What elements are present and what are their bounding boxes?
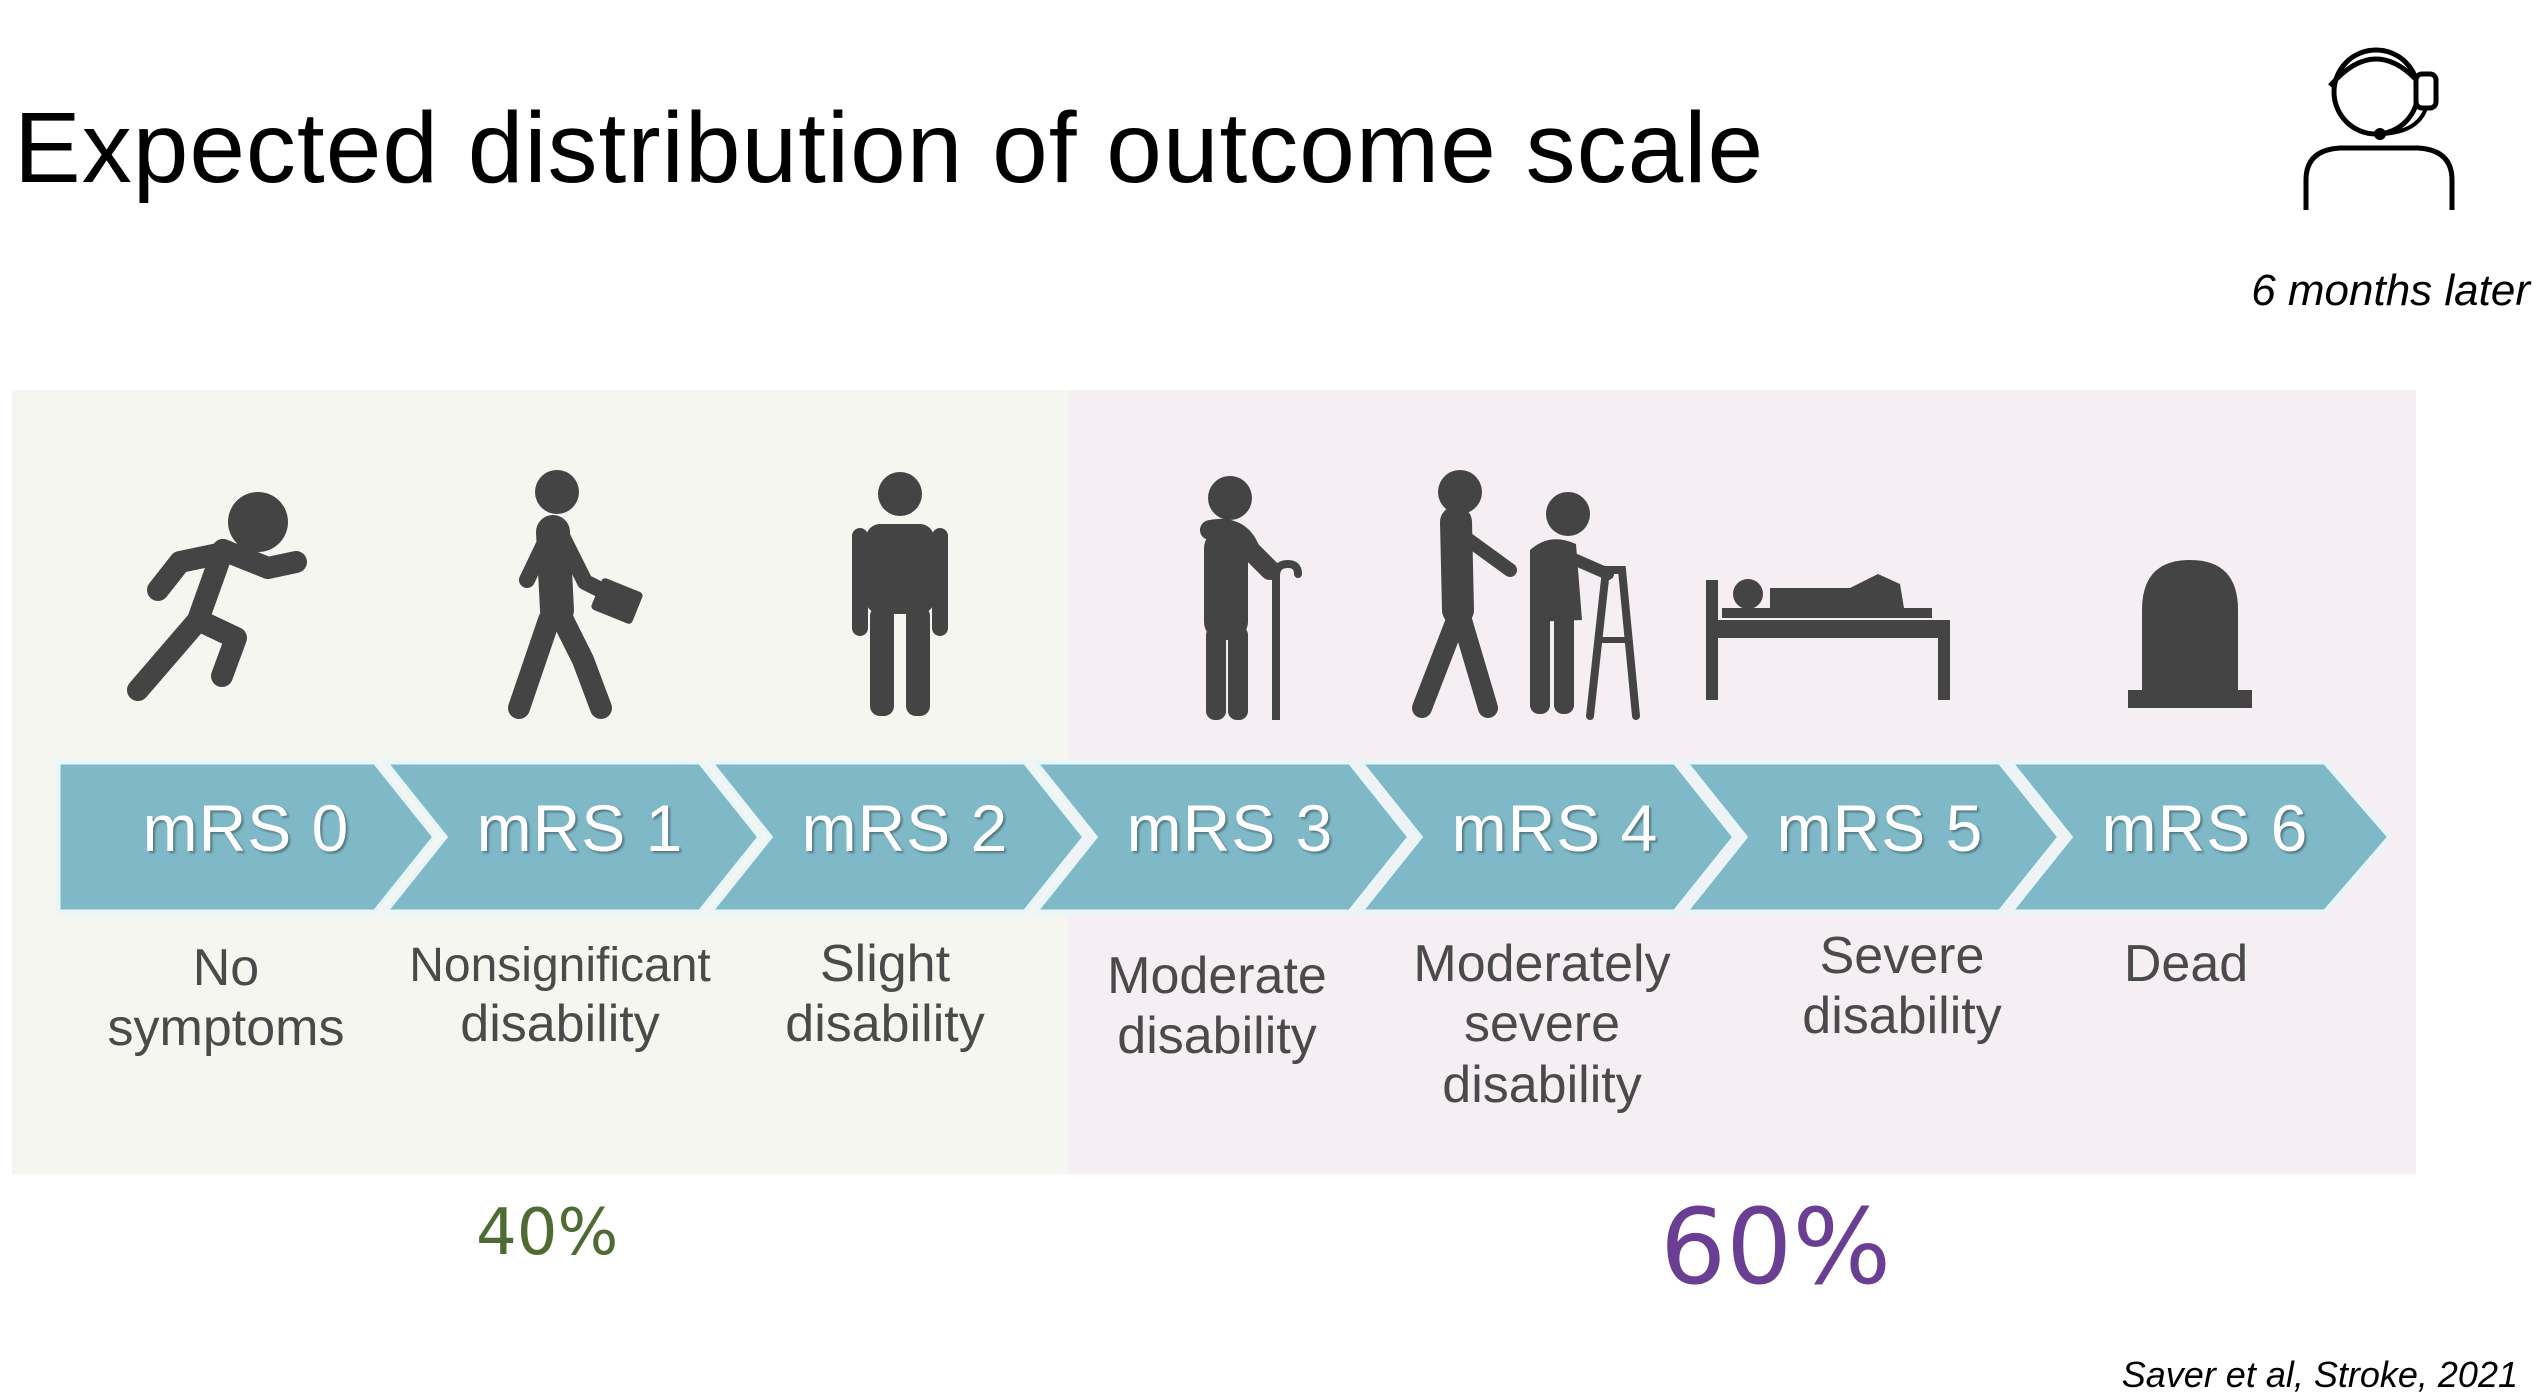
poor-outcome-percentage: 60% — [1660, 1186, 1892, 1308]
mrs-description: Dead — [2123, 935, 2249, 993]
mrs-description: Nonsignificant disability — [409, 939, 711, 1053]
chevron-mrs-4 — [1354, 759, 1739, 915]
good-outcome-percentage: 40% — [476, 1196, 619, 1270]
mrs-label: mRS 3 — [1126, 791, 1334, 865]
mrs-description: Moderate disability — [1107, 947, 1327, 1066]
chevron-mrs-0 — [55, 759, 439, 915]
walking-person-icon — [508, 470, 643, 719]
chevron-mrs-2 — [704, 759, 1089, 915]
chevron-mrs-1 — [379, 759, 764, 915]
tombstone-icon — [2128, 560, 2252, 708]
citation: Saver et al, Stroke, 2021 — [2121, 1354, 2518, 1395]
standing-person-icon — [852, 472, 948, 716]
chevron-mrs-6 — [2004, 759, 2394, 915]
mrs-label: mRS 6 — [2101, 791, 2309, 865]
slide-title: Expected distribution of outcome scale — [14, 92, 1765, 204]
mrs-description: Moderately severe disability — [1413, 935, 1671, 1114]
timepoint-label: 6 months later — [2251, 266, 2530, 315]
person-with-cane-icon — [1200, 476, 1302, 720]
mrs-label: mRS 5 — [1776, 791, 1984, 865]
person-in-bed-icon — [1706, 574, 1950, 700]
mrs-description: Severe disability — [1802, 927, 2002, 1046]
mrs-description: Slight disability — [785, 935, 985, 1054]
assisted-person-with-walker-icon — [1412, 470, 1640, 720]
mrs-scale-arrows — [55, 759, 2394, 915]
mrs-label: mRS 2 — [801, 791, 1009, 865]
chevron-mrs-5 — [1679, 759, 2064, 915]
chevron-mrs-3 — [1029, 759, 1414, 915]
mrs-description: No symptoms — [107, 939, 345, 1058]
mrs-label: mRS 0 — [142, 791, 350, 865]
mrs-label: mRS 4 — [1451, 791, 1659, 865]
running-person-icon — [127, 492, 307, 701]
mrs-label: mRS 1 — [476, 791, 684, 865]
headset-agent-icon — [2303, 47, 2455, 210]
